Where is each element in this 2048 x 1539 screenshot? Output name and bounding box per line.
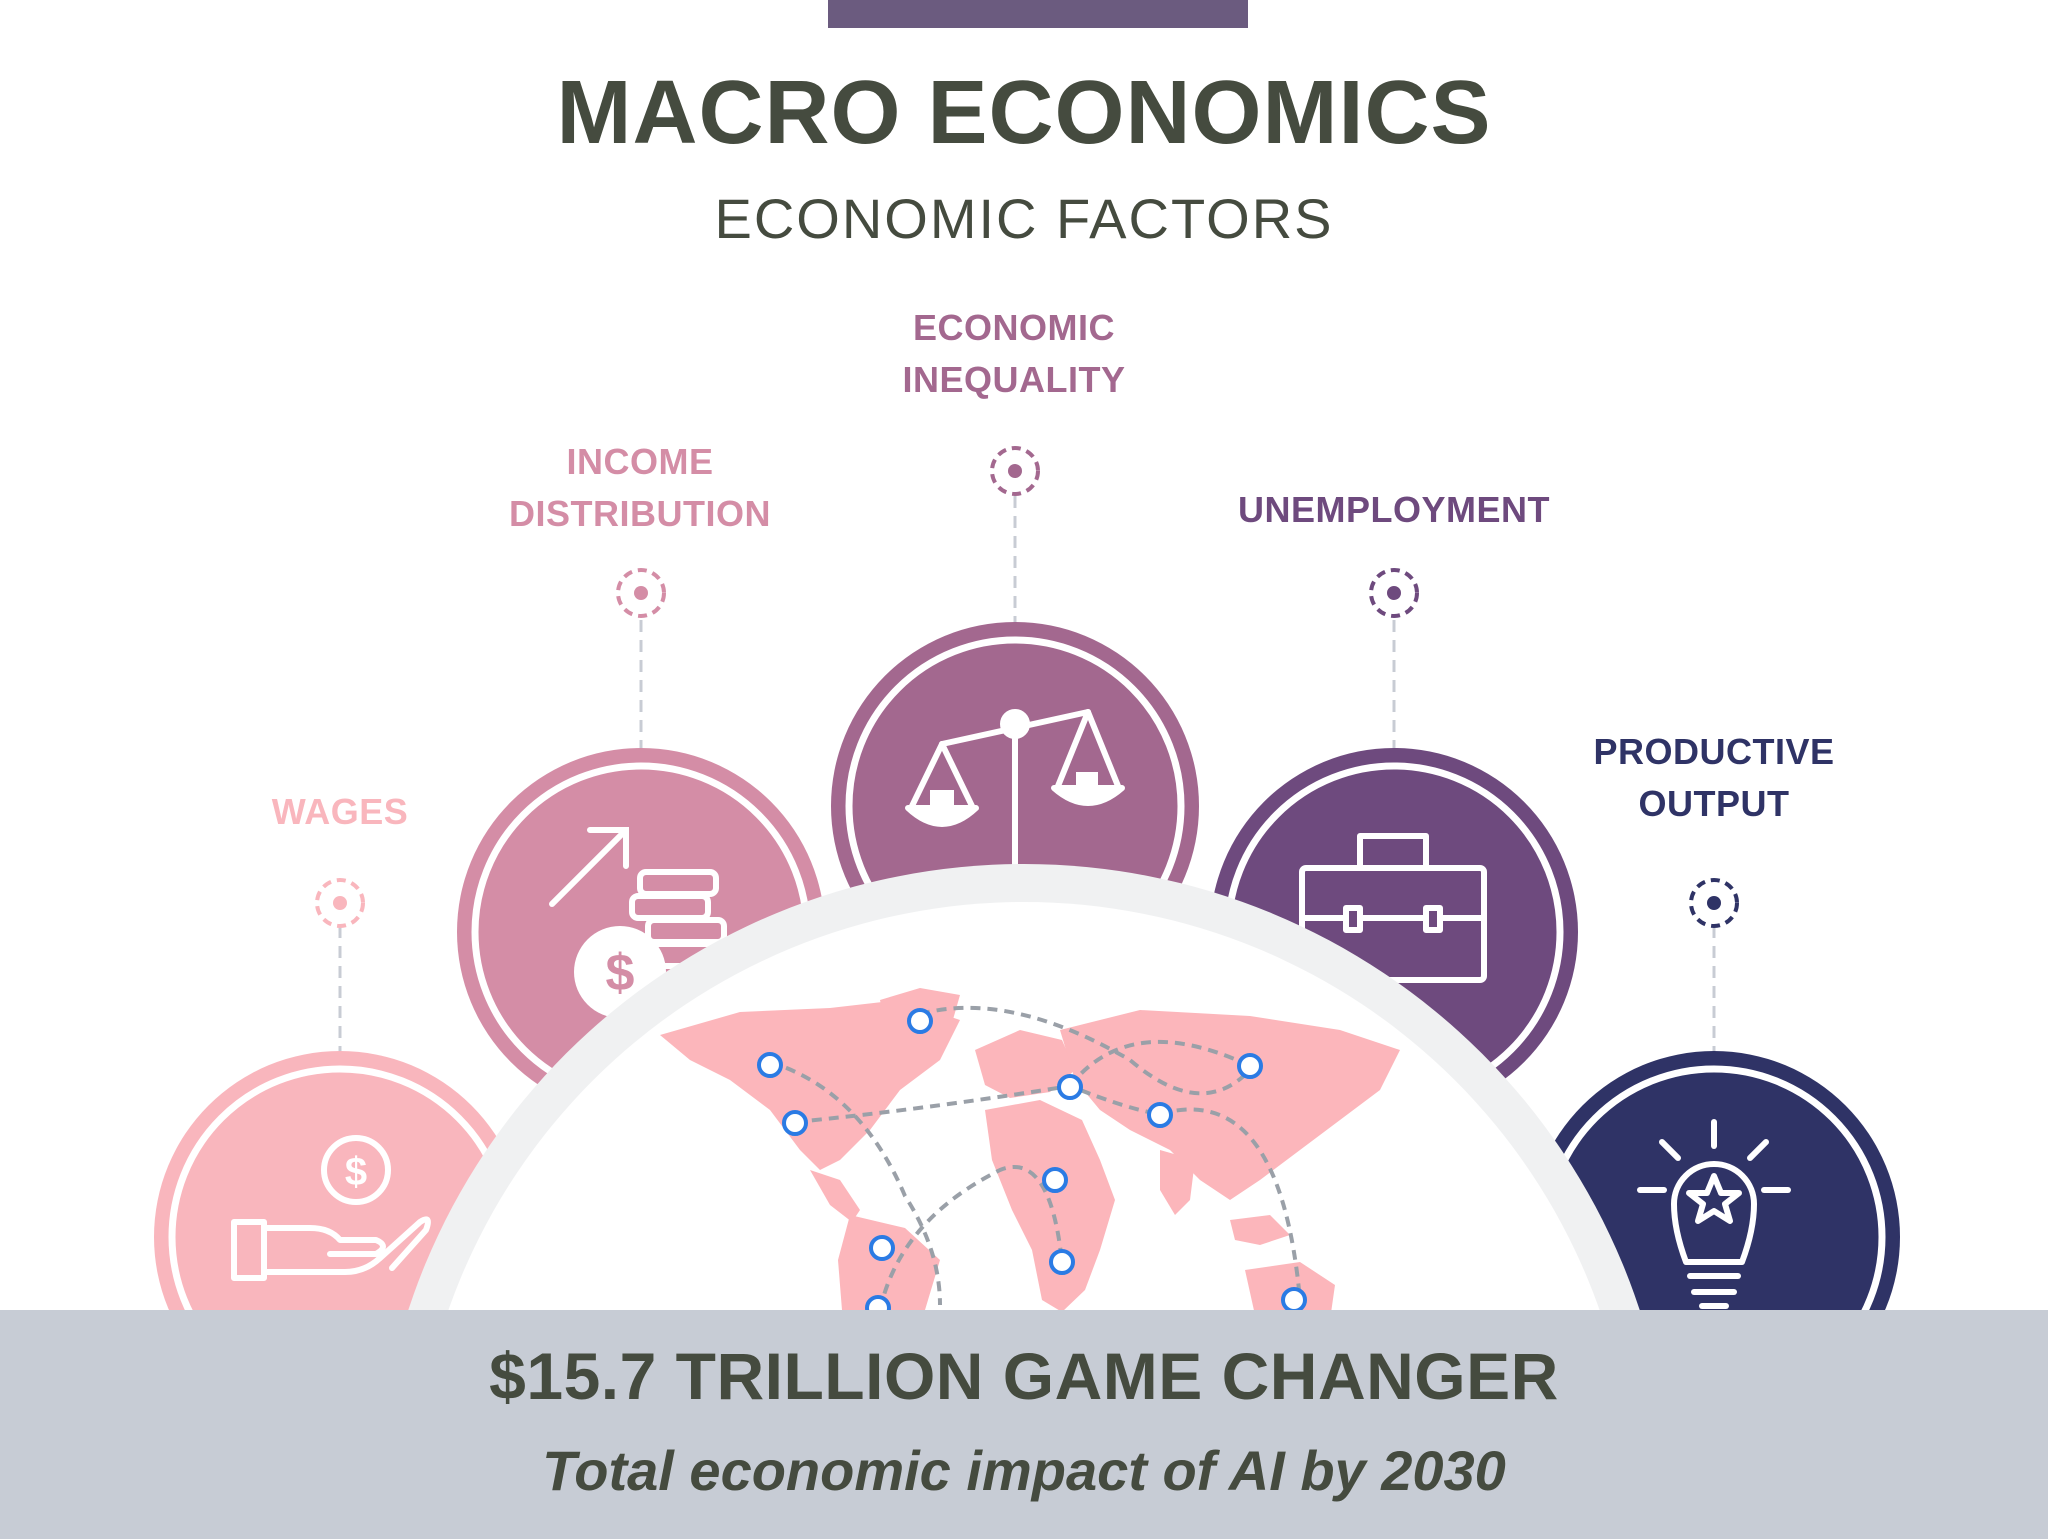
factor-label-productive-output: PRODUCTIVE OUTPUT bbox=[1593, 731, 1835, 824]
target-marker-income-distribution bbox=[616, 568, 666, 618]
target-marker-unemployment bbox=[1369, 568, 1419, 618]
target-marker-productive-output bbox=[1689, 878, 1739, 928]
target-marker-economic-inequality bbox=[990, 446, 1040, 496]
lightbulb-icon bbox=[1637, 1119, 1791, 1309]
factor-label-economic-inequality: ECONOMIC INEQUALITY bbox=[902, 307, 1126, 400]
footer-headline: $15.7 TRILLION GAME CHANGER bbox=[489, 1339, 1559, 1413]
factor-label-wages: WAGES bbox=[271, 791, 409, 832]
footer-banner: $15.7 TRILLION GAME CHANGER Total econom… bbox=[0, 1310, 2048, 1539]
top-accent-bar bbox=[828, 0, 1248, 28]
target-marker-wages bbox=[315, 878, 365, 928]
map-node-markers bbox=[757, 1008, 1307, 1321]
map-route-lines bbox=[769, 1005, 1302, 1311]
page-title: MACRO ECONOMICS bbox=[556, 63, 1492, 163]
footer-caption: Total economic impact of AI by 2030 bbox=[542, 1439, 1506, 1502]
svg-text:$: $ bbox=[345, 1150, 367, 1194]
page-subtitle: ECONOMIC FACTORS bbox=[714, 187, 1334, 250]
factor-label-income-distribution: INCOME DISTRIBUTION bbox=[509, 441, 771, 534]
hand-coin-icon: $ bbox=[231, 1135, 431, 1281]
factor-label-unemployment: UNEMPLOYMENT bbox=[1238, 489, 1550, 530]
svg-text:$: $ bbox=[606, 944, 635, 1002]
